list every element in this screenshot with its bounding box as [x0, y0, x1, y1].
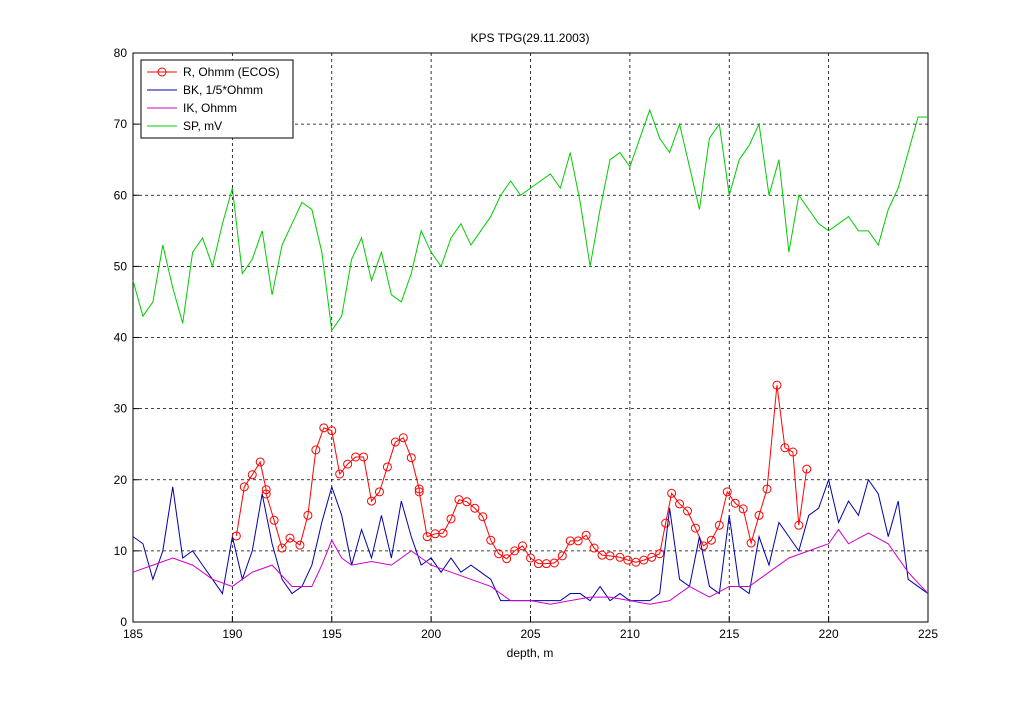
marker	[311, 445, 321, 455]
marker	[581, 530, 591, 540]
marker	[239, 482, 249, 492]
marker	[406, 453, 416, 463]
marker	[738, 504, 748, 514]
marker	[247, 470, 257, 480]
marker	[667, 488, 677, 498]
marker	[390, 437, 400, 447]
y-tick-label: 70	[114, 117, 128, 131]
marker	[486, 535, 496, 545]
marker	[422, 532, 432, 542]
marker	[655, 549, 665, 559]
legend-label: SP, mV	[183, 119, 222, 133]
marker	[615, 552, 625, 562]
x-tick-label: 200	[421, 627, 441, 641]
marker	[780, 443, 790, 453]
marker	[343, 459, 353, 469]
marker	[714, 520, 724, 530]
marker	[494, 549, 504, 559]
marker	[557, 551, 567, 561]
marker	[675, 499, 685, 509]
marker	[549, 558, 559, 568]
series-line	[132, 108, 928, 332]
marker	[502, 554, 512, 564]
marker	[255, 457, 265, 467]
marker	[335, 469, 345, 479]
marker	[573, 536, 583, 546]
marker	[261, 485, 271, 495]
marker	[706, 535, 716, 545]
marker	[327, 426, 337, 436]
marker	[722, 487, 732, 497]
marker	[462, 497, 472, 507]
marker	[303, 510, 313, 520]
marker	[414, 487, 424, 497]
legend-marker	[157, 67, 167, 77]
marker	[647, 552, 657, 562]
marker	[683, 506, 693, 516]
marker	[746, 538, 756, 548]
x-tick-label: 205	[520, 627, 540, 641]
marker	[605, 551, 615, 561]
marker	[382, 462, 392, 472]
marker	[295, 540, 305, 550]
y-tick-label: 20	[114, 473, 128, 487]
marker	[277, 543, 287, 553]
marker	[367, 496, 376, 506]
marker	[518, 541, 528, 551]
y-tick-label: 40	[114, 331, 128, 345]
legend-label: IK, Ohmm	[183, 101, 237, 115]
y-tick-label: 60	[114, 188, 128, 202]
marker	[359, 452, 369, 462]
y-tick-label: 50	[114, 259, 128, 273]
x-tick-label: 210	[620, 627, 640, 641]
legend-label: BK, 1/5*Ohmm	[183, 83, 263, 97]
x-tick-label: 220	[819, 627, 839, 641]
y-tick-label: 80	[114, 46, 128, 60]
x-tick-label: 225	[918, 627, 938, 641]
marker	[698, 541, 708, 551]
marker	[802, 464, 812, 474]
y-tick-label: 10	[114, 544, 128, 558]
y-tick-label: 0	[120, 615, 127, 629]
marker	[589, 543, 599, 553]
x-tick-label: 195	[322, 627, 342, 641]
marker	[772, 380, 782, 390]
marker	[754, 510, 764, 520]
marker	[374, 487, 384, 497]
marker	[398, 433, 408, 443]
x-axis-label: depth, m	[507, 646, 554, 660]
marker	[285, 533, 295, 543]
marker	[762, 484, 772, 494]
marker	[690, 523, 700, 533]
x-tick-label: 215	[719, 627, 739, 641]
marker	[730, 498, 740, 508]
marker	[510, 546, 520, 556]
series-line	[235, 385, 808, 565]
legend-label: R, Ohmm (ECOS)	[183, 65, 280, 79]
marker	[446, 514, 456, 524]
marker	[661, 518, 671, 528]
marker	[269, 515, 279, 525]
marker	[794, 520, 804, 530]
plot-frame	[132, 52, 929, 623]
marker	[470, 503, 480, 513]
x-tick-label: 190	[222, 627, 242, 641]
marker	[414, 484, 424, 494]
marker	[319, 423, 329, 433]
marker	[526, 553, 535, 563]
marker	[231, 531, 241, 541]
marker	[478, 512, 488, 522]
marker	[639, 555, 649, 565]
chart-title: KPS TPG(29.11.2003)	[471, 31, 590, 45]
marker	[788, 447, 798, 457]
x-tick-label: 185	[123, 627, 143, 641]
marker	[438, 528, 448, 538]
series-line	[132, 528, 929, 605]
y-tick-label: 30	[114, 402, 128, 416]
